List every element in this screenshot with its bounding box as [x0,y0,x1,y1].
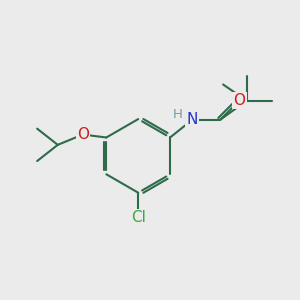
Text: O: O [77,127,89,142]
Text: N: N [187,112,198,127]
Text: H: H [172,108,182,121]
Text: Cl: Cl [131,210,146,225]
Text: O: O [233,93,245,108]
